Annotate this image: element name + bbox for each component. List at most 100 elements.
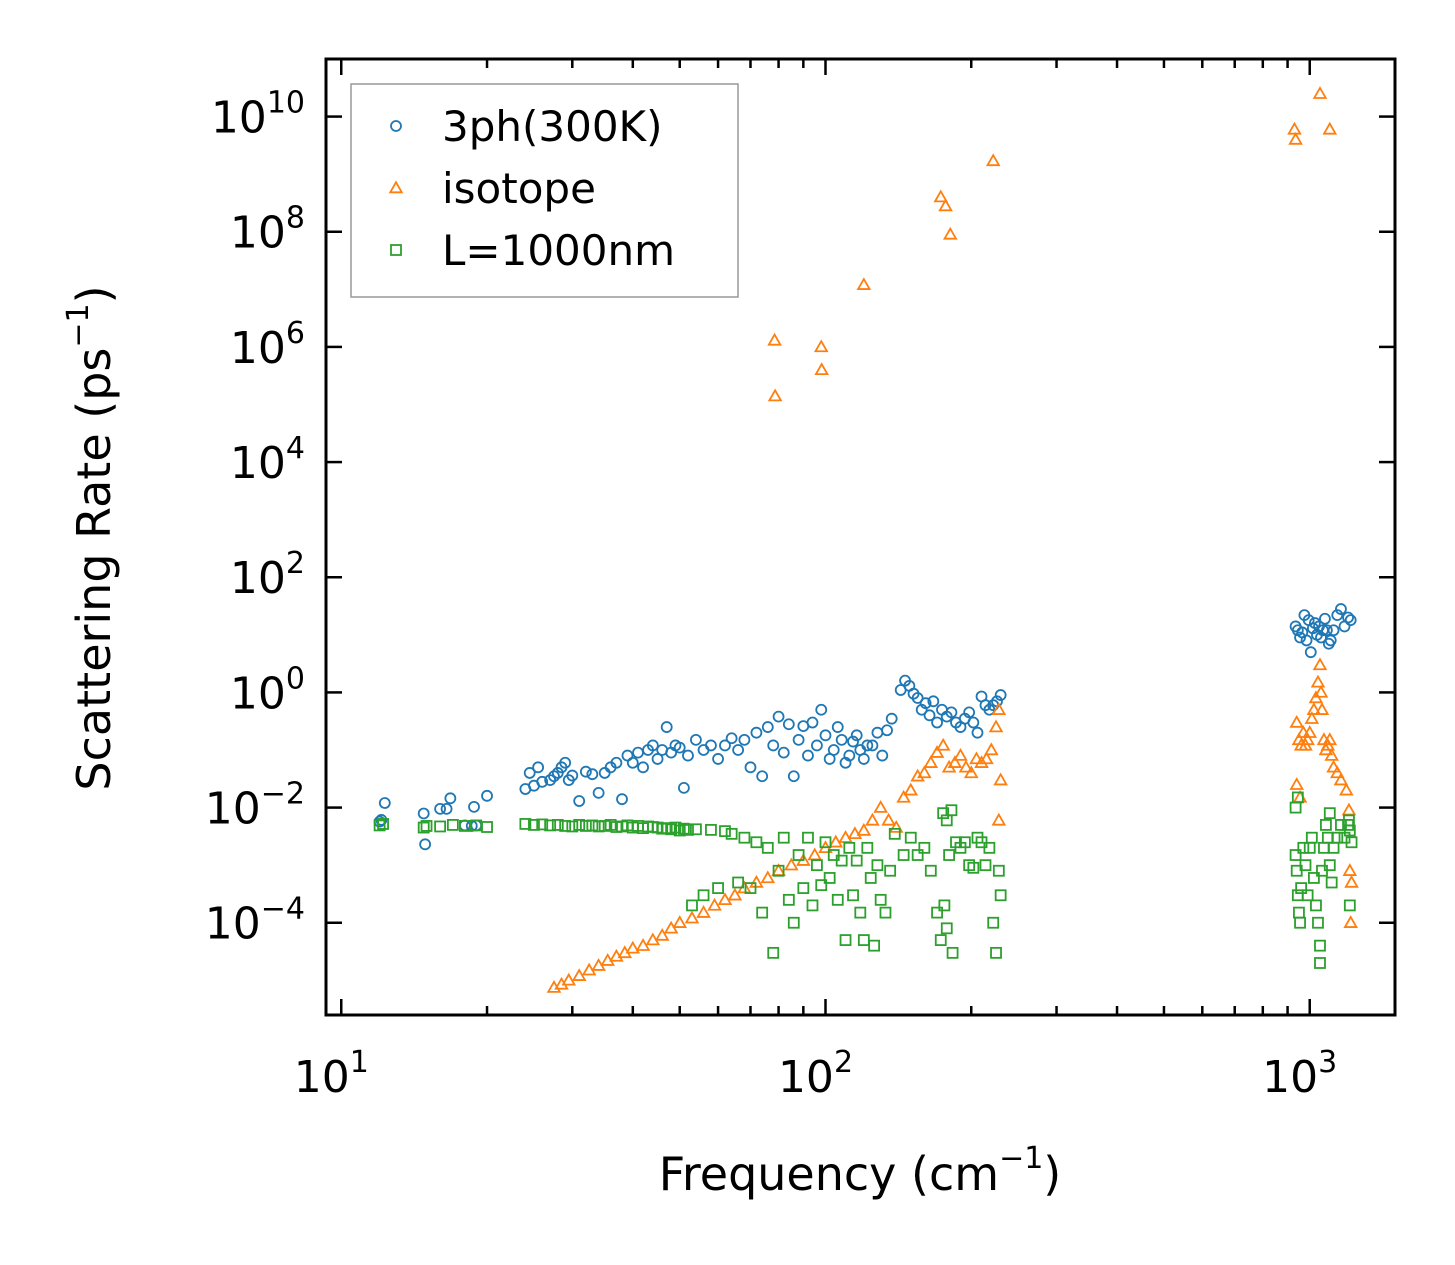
data-point-square bbox=[861, 841, 874, 854]
data-point-circle bbox=[767, 739, 780, 752]
data-point-circle bbox=[1344, 614, 1357, 627]
data-point-circle bbox=[725, 732, 738, 745]
data-point-square bbox=[772, 864, 785, 877]
data-point-triangle bbox=[814, 362, 829, 376]
data-point-circle bbox=[963, 706, 976, 719]
data-point-square bbox=[417, 821, 430, 834]
data-point-square bbox=[1331, 831, 1344, 844]
y-axis-title: Scattering Rate (ps−1) bbox=[61, 285, 121, 790]
data-point-square bbox=[938, 899, 951, 912]
data-point-circle bbox=[994, 689, 1007, 701]
data-point-square bbox=[1294, 916, 1306, 929]
data-point-square bbox=[1343, 899, 1356, 912]
data-point-circle bbox=[536, 775, 549, 788]
data-point-square bbox=[823, 872, 836, 884]
data-point-square bbox=[777, 831, 790, 844]
data-point-square bbox=[854, 906, 867, 919]
legend: 3ph(300K) isotope L=1000nm bbox=[350, 83, 739, 298]
data-point-square bbox=[979, 859, 992, 872]
data-point-square bbox=[738, 831, 751, 844]
data-point-square bbox=[1323, 807, 1336, 820]
data-point-triangle bbox=[1289, 714, 1305, 728]
data-point-triangle bbox=[1344, 874, 1359, 888]
data-point-square bbox=[690, 823, 702, 836]
data-point-circle bbox=[1319, 612, 1331, 625]
data-point-triangle bbox=[654, 927, 670, 941]
data-point-square bbox=[994, 889, 1007, 902]
data-point-square bbox=[847, 889, 859, 902]
data-point-circle bbox=[881, 724, 893, 737]
legend-label: 3ph(300K) bbox=[442, 102, 662, 151]
data-point-square bbox=[677, 822, 690, 835]
data-point-square bbox=[458, 820, 471, 832]
data-point-square bbox=[850, 854, 863, 867]
data-point-square bbox=[884, 864, 897, 877]
data-point-square bbox=[373, 819, 386, 832]
data-point-circle bbox=[523, 767, 536, 779]
data-point-circle bbox=[626, 756, 639, 769]
data-point-circle bbox=[660, 721, 673, 733]
data-point-square bbox=[806, 899, 819, 912]
data-point-circle bbox=[1331, 609, 1344, 622]
data-point-triangle bbox=[1312, 86, 1328, 99]
data-point-square bbox=[1314, 957, 1326, 969]
data-point-square bbox=[931, 906, 943, 919]
data-point-square bbox=[1299, 859, 1312, 872]
data-point-square bbox=[990, 946, 1002, 959]
data-point-triangle bbox=[938, 198, 953, 212]
x-tick-label: 102 bbox=[778, 1045, 853, 1103]
y-tick-label: 106 bbox=[230, 316, 305, 374]
data-point-square bbox=[843, 841, 856, 854]
data-point-triangle bbox=[993, 772, 1008, 786]
data-point-circle bbox=[732, 744, 745, 756]
data-point-circle bbox=[417, 807, 430, 820]
data-point-square bbox=[904, 831, 917, 844]
data-point-circle bbox=[971, 726, 984, 739]
data-point-square bbox=[835, 854, 848, 867]
data-point-triangle bbox=[923, 755, 939, 768]
data-point-circle bbox=[772, 710, 785, 723]
data-point-square bbox=[1289, 849, 1302, 861]
data-point-circle bbox=[927, 695, 940, 708]
data-point-square bbox=[573, 819, 586, 831]
data-point-square bbox=[967, 861, 980, 874]
legend-entry: L=1000nm bbox=[390, 226, 675, 275]
data-point-square bbox=[1297, 841, 1310, 854]
data-point-square bbox=[797, 882, 810, 894]
y-tick-label: 1010 bbox=[211, 86, 305, 144]
y-tick-label: 104 bbox=[230, 431, 305, 489]
data-point-triangle bbox=[933, 189, 949, 203]
data-point-square bbox=[744, 882, 757, 894]
data-point-triangle bbox=[1289, 777, 1305, 790]
data-point-triangle bbox=[625, 940, 641, 954]
data-point-triangle bbox=[813, 339, 829, 353]
data-point-circle bbox=[1335, 603, 1347, 615]
legend-marker-square bbox=[390, 244, 402, 256]
y-tick-label: 102 bbox=[230, 546, 305, 604]
data-point-square bbox=[528, 819, 540, 831]
data-point-square bbox=[725, 827, 738, 840]
data-point-circle bbox=[850, 729, 863, 742]
data-point-triangle bbox=[760, 870, 776, 884]
data-point-circle bbox=[434, 802, 447, 815]
data-point-square bbox=[943, 849, 956, 861]
data-point-square bbox=[868, 939, 880, 952]
data-point-circle bbox=[592, 786, 605, 799]
data-point-circle bbox=[586, 768, 599, 781]
data-point-circle bbox=[579, 765, 592, 778]
legend-entry: 3ph(300K) bbox=[390, 102, 662, 151]
x-tick-label: 101 bbox=[294, 1045, 369, 1103]
data-point-square bbox=[1325, 876, 1338, 889]
data-point-triangle bbox=[1312, 657, 1328, 671]
data-point-circle bbox=[806, 716, 819, 729]
data-point-square bbox=[544, 819, 557, 832]
data-point-square bbox=[787, 916, 800, 929]
data-point-circle bbox=[566, 769, 579, 782]
data-point-triangle bbox=[873, 800, 888, 813]
data-point-circle bbox=[677, 781, 690, 794]
data-point-circle bbox=[847, 735, 859, 748]
data-point-square bbox=[732, 876, 745, 889]
data-point-triangle bbox=[1324, 748, 1339, 761]
data-point-triangle bbox=[1310, 674, 1326, 688]
